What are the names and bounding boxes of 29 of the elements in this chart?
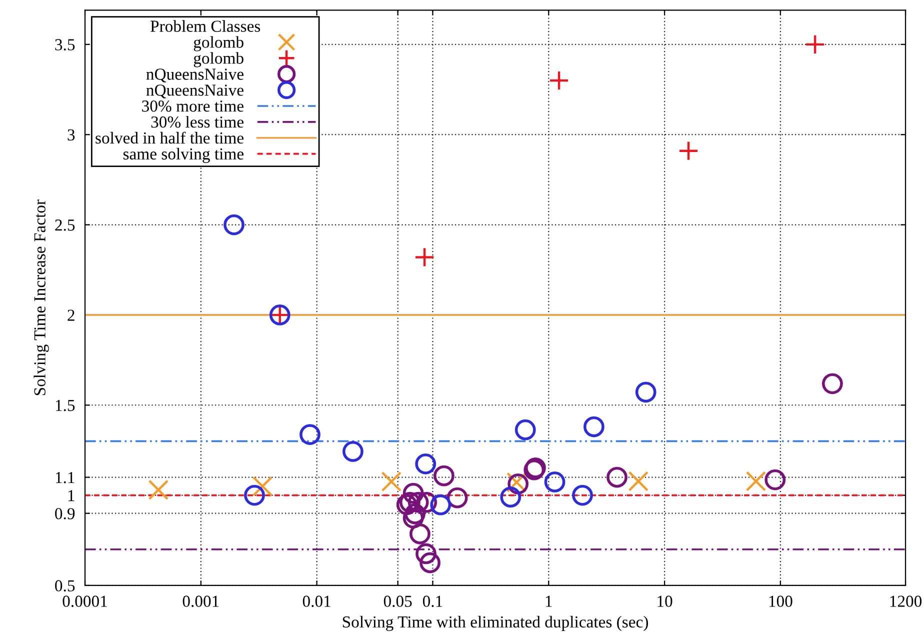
x-tick-label: 10 [658, 596, 672, 607]
legend-label: 30% less time [151, 116, 244, 128]
x-tick-label: 1200 [890, 596, 922, 607]
x-tick-label: 100 [769, 596, 792, 607]
y-tick-label: 1.5 [56, 400, 75, 412]
x-tick-label: 0.01 [302, 596, 330, 607]
legend-label: golomb [194, 52, 244, 68]
y-tick-label: 0.9 [55, 508, 75, 520]
x-tick-label: 0.001 [182, 596, 219, 607]
legend-label: nQueensNaive [146, 68, 244, 82]
legend-label: nQueensNaive [146, 84, 244, 98]
y-axis-title: Solving Time Increase Factor [34, 200, 49, 396]
x-tick-label: 1 [546, 596, 552, 607]
legend-label: solved in half the time [96, 132, 244, 144]
legend-label: same solving time [123, 148, 244, 163]
y-tick-label: 1.1 [56, 472, 74, 484]
legend-label: 30% more time [142, 100, 244, 112]
x-tick-label: 0.0001 [62, 596, 107, 607]
x-tick-label: 0.05 [384, 596, 412, 607]
legend-label: golomb [194, 36, 244, 52]
x-tick-label: 0.1 [422, 596, 442, 607]
y-tick-label: 3.5 [55, 39, 75, 50]
y-tick-label: 3 [68, 129, 75, 141]
legend-title: Problem Classes [150, 20, 260, 32]
y-tick-label: 2.5 [55, 220, 75, 231]
y-tick-label: 1 [68, 490, 74, 502]
y-tick-label: 2 [68, 310, 74, 321]
y-tick-label: 0.5 [55, 580, 75, 592]
x-axis-title: Solving Time with eliminated duplicates (sec) [342, 616, 648, 632]
